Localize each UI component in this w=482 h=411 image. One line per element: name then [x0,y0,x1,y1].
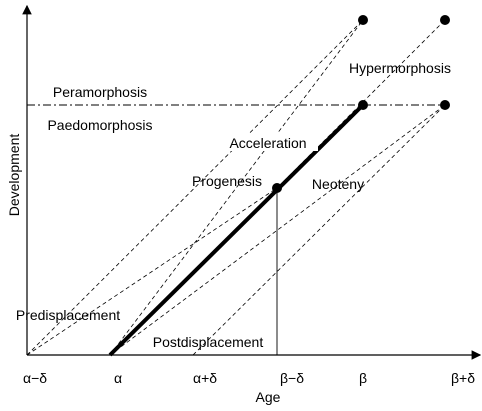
label: Postdisplacement [153,334,264,350]
x-tick-label: α+δ [193,370,217,386]
y-axis-label: Development [6,134,22,217]
label: Peramorphosis [53,84,147,100]
x-tick-label: α [114,370,122,386]
label: Progenesis [192,173,262,189]
main-trajectory [108,103,365,357]
label-bg [222,133,318,151]
label: Neoteny [312,176,364,192]
label: Paedomorphosis [47,117,152,133]
label: Predisplacement [16,307,120,323]
endpoints [272,15,450,193]
x-tick-label: β+δ [451,370,475,386]
x-tick-label: α−δ [23,370,47,386]
x-tick-label: β−δ [280,370,304,386]
x-tick-label: β [359,370,367,386]
label: Acceleration [229,135,306,151]
x-axis-label: Age [256,389,281,405]
label: Hypermorphosis [349,60,451,76]
